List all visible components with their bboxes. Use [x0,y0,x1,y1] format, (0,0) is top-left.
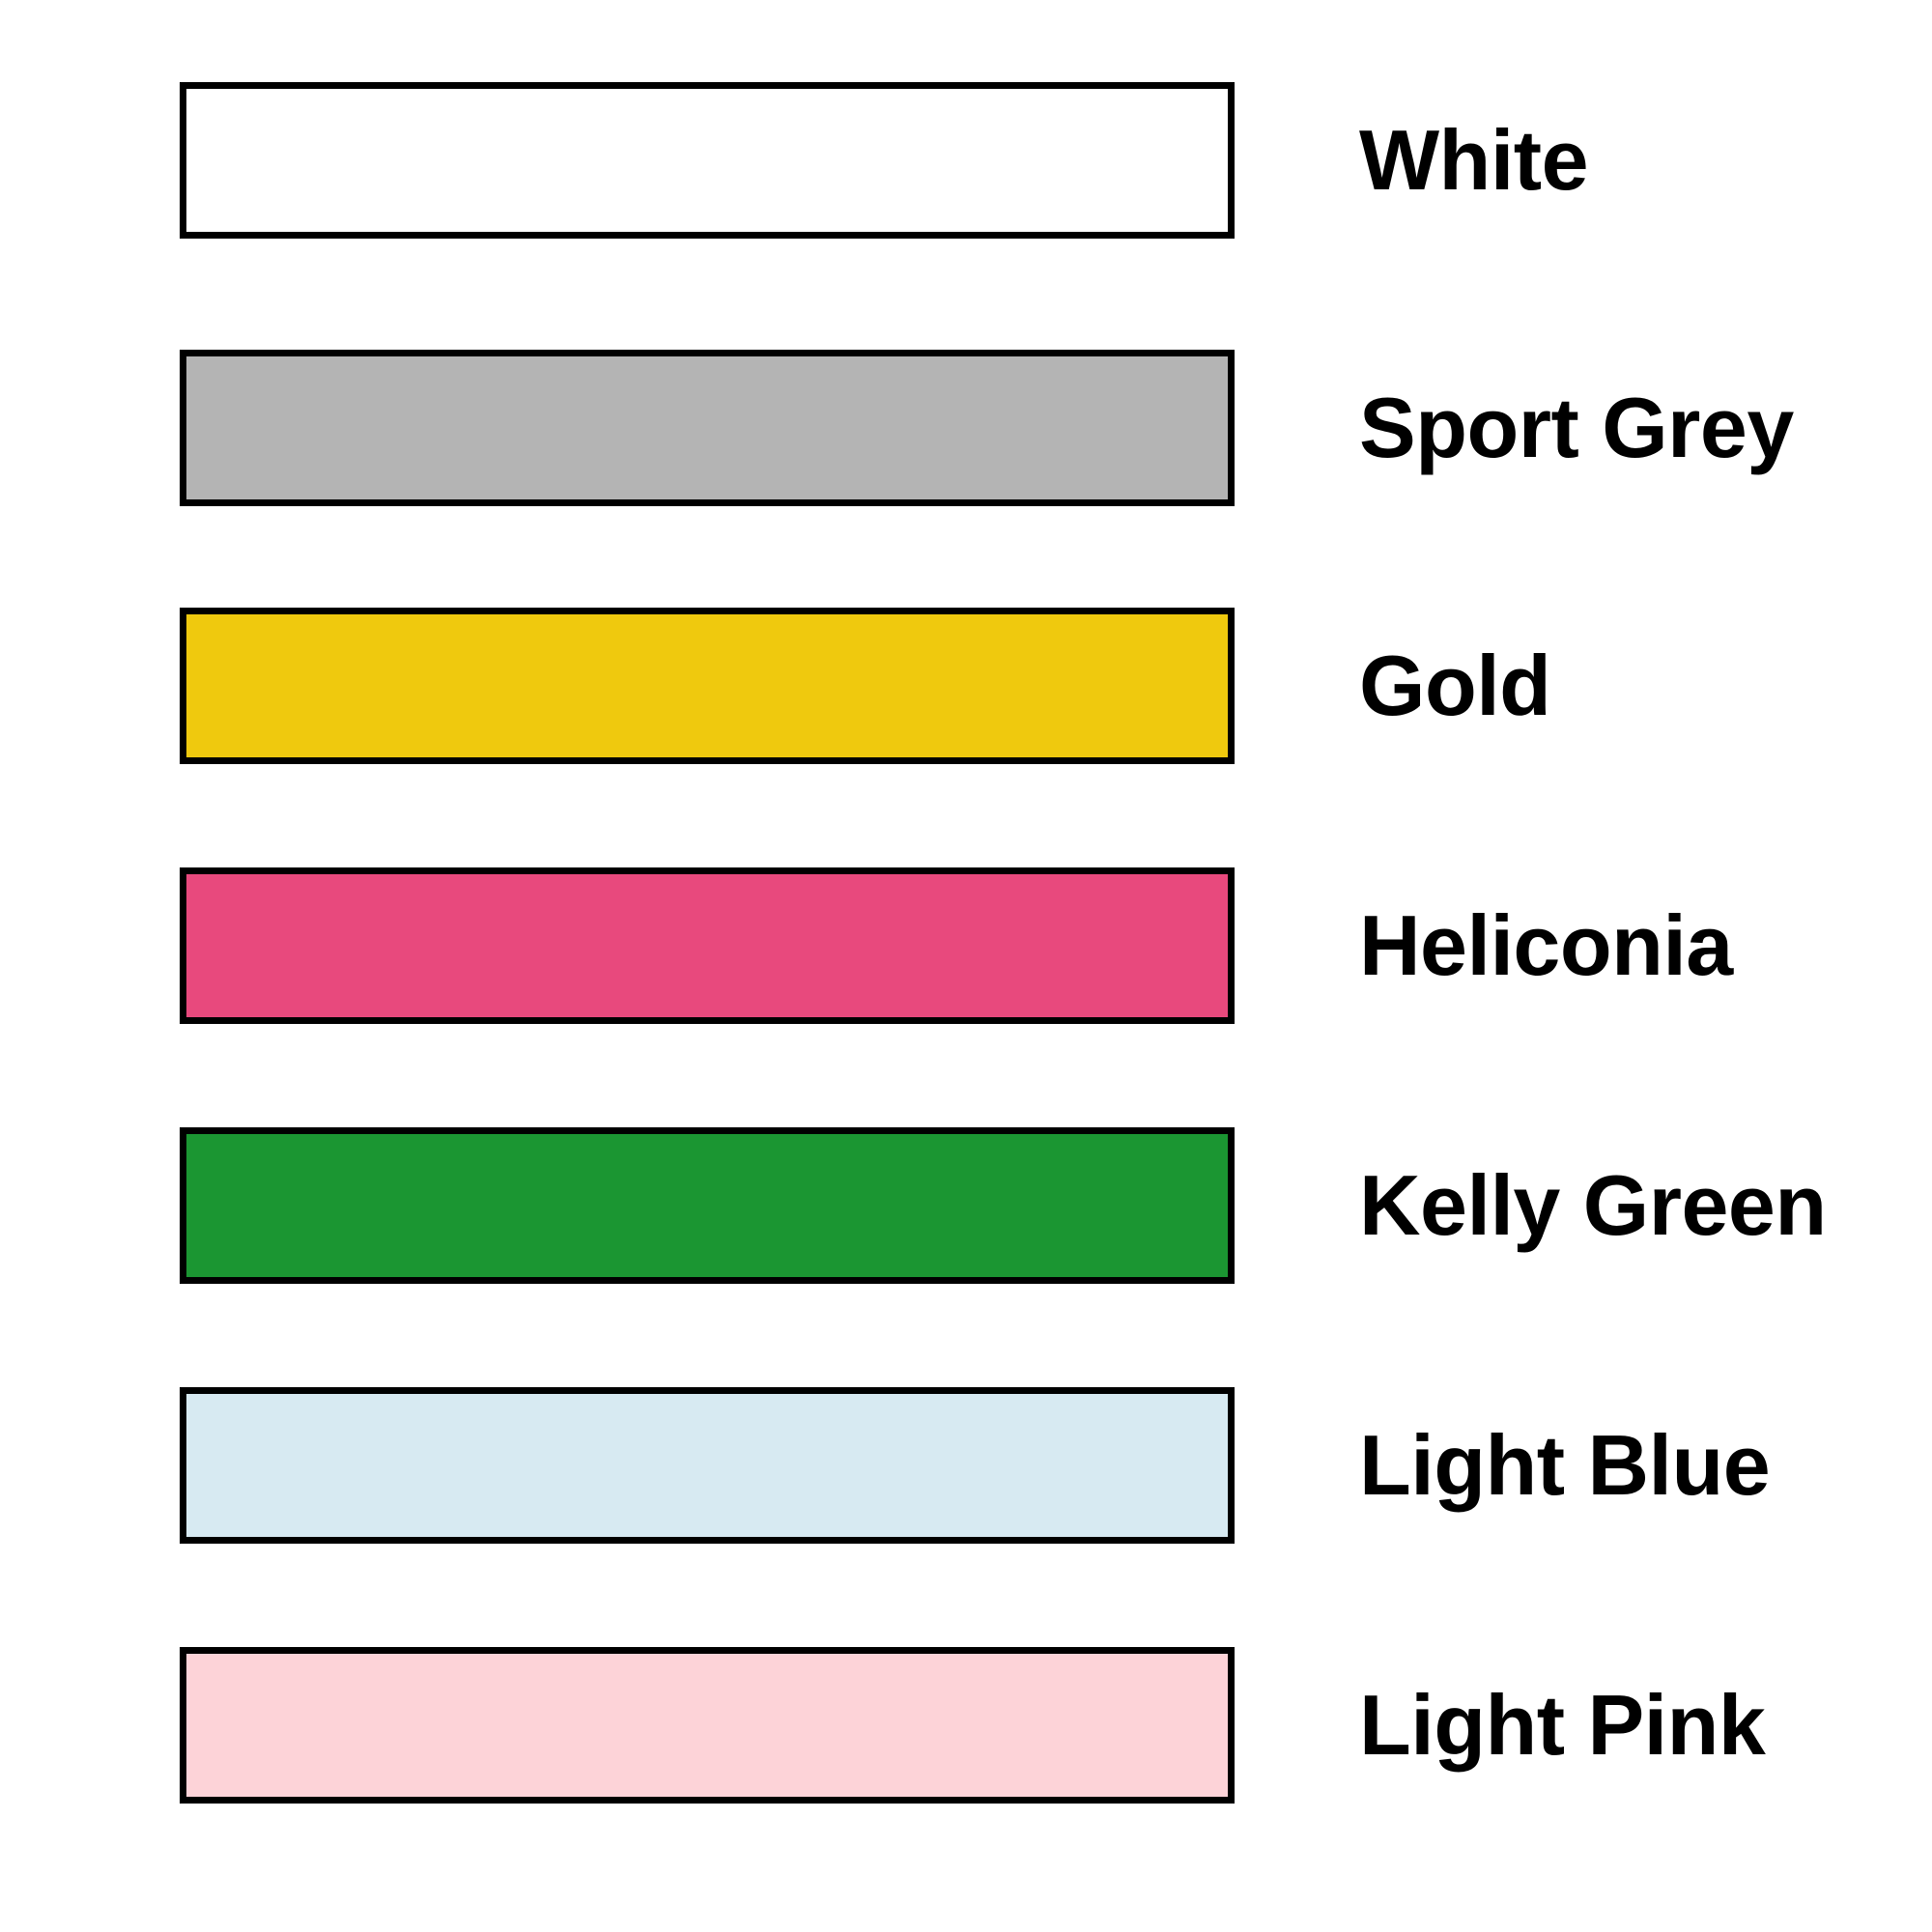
color-swatch [180,1647,1235,1804]
color-swatch [180,1127,1235,1284]
swatch-row: Sport Grey [0,350,1932,506]
swatch-row: Kelly Green [0,1127,1932,1284]
color-name-label: Sport Grey [1359,380,1794,475]
swatch-row: Light Pink [0,1647,1932,1804]
color-name-label: Heliconia [1359,897,1733,993]
swatch-row: Heliconia [0,867,1932,1024]
color-name-label: Kelly Green [1359,1157,1827,1253]
color-name-label: White [1359,112,1589,208]
swatch-row: White [0,82,1932,239]
color-name-label: Light Pink [1359,1677,1766,1773]
color-swatch [180,608,1235,764]
color-swatch [180,867,1235,1024]
color-swatch [180,1387,1235,1544]
color-swatch [180,82,1235,239]
color-swatch [180,350,1235,506]
swatch-row: Light Blue [0,1387,1932,1544]
swatch-row: Gold [0,608,1932,764]
color-name-label: Light Blue [1359,1417,1771,1513]
color-name-label: Gold [1359,638,1551,733]
